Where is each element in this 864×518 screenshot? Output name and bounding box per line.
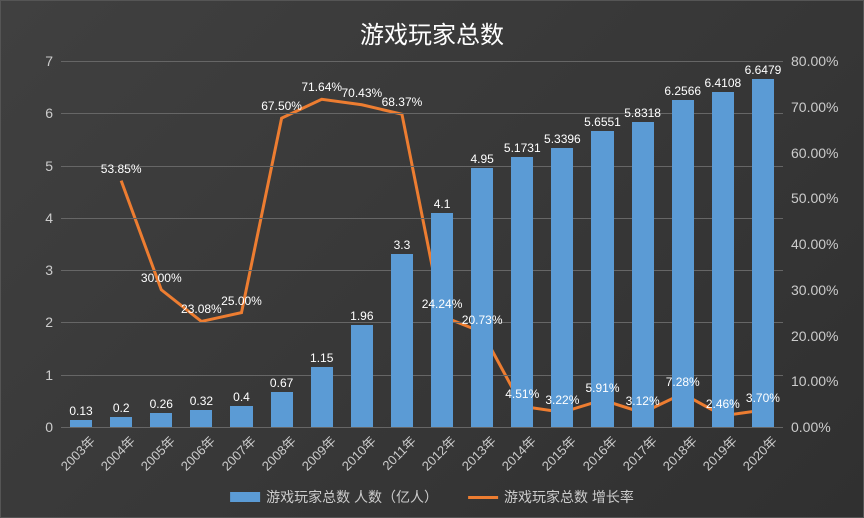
line-value-label: 71.64% [301,80,342,94]
chart-title: 游戏玩家总数 [1,1,863,50]
x-tick: 2004年 [92,427,139,474]
bar-value-label: 0.13 [69,404,92,418]
bar-value-label: 5.6551 [584,115,621,129]
bar-value-label: 0.26 [150,397,173,411]
x-tick: 2011年 [373,427,420,474]
legend-swatch-bar [230,492,260,502]
y-right-tick: 20.00% [783,328,853,344]
x-tick: 2016年 [573,427,620,474]
bar-value-label: 5.3396 [544,132,581,146]
bar [351,325,373,427]
y-right-tick: 10.00% [783,373,853,389]
x-tick: 2013年 [453,427,500,474]
legend: 游戏玩家总数 人数（亿人） 游戏玩家总数 增长率 [230,487,634,507]
x-tick: 2018年 [653,427,700,474]
x-tick: 2014年 [493,427,540,474]
grid-line [61,427,783,428]
x-tick: 2009年 [292,427,339,474]
bar-value-label: 3.3 [394,238,411,252]
y-left-tick: 4 [21,210,61,226]
bar [712,92,734,427]
bar-value-label: 4.1 [434,197,451,211]
line-value-label: 68.37% [382,95,423,109]
line-value-label: 25.00% [221,294,262,308]
bar [431,213,453,427]
y-left-tick: 6 [21,105,61,121]
bar-value-label: 6.4108 [704,76,741,90]
x-tick: 2020年 [733,427,780,474]
legend-item-bar: 游戏玩家总数 人数（亿人） [230,487,438,507]
bar-value-label: 5.1731 [504,141,541,155]
x-tick: 2012年 [412,427,459,474]
line-value-label: 5.91% [585,381,619,395]
bar-value-label: 0.2 [113,401,130,415]
bar [190,410,212,427]
bar-value-label: 6.6479 [745,63,782,77]
line-value-label: 2.46% [706,397,740,411]
y-left-tick: 2 [21,314,61,330]
x-tick: 2008年 [252,427,299,474]
y-right-tick: 30.00% [783,282,853,298]
grid-line [61,61,783,62]
legend-swatch-line [468,496,498,499]
y-right-tick: 60.00% [783,145,853,161]
bar [311,367,333,427]
bar [150,413,172,427]
x-tick: 2006年 [172,427,219,474]
x-tick: 2010年 [332,427,379,474]
line-value-label: 4.51% [505,387,539,401]
line-value-label: 67.50% [261,99,302,113]
y-left-tick: 1 [21,367,61,383]
bar-value-label: 1.96 [350,309,373,323]
plot-area: 012345670.00%10.00%20.00%30.00%40.00%50.… [61,61,783,427]
x-tick: 2019年 [693,427,740,474]
x-tick: 2005年 [132,427,179,474]
bar-value-label: 5.8318 [624,106,661,120]
bar-value-label: 0.4 [233,390,250,404]
x-tick: 2015年 [533,427,580,474]
y-left-tick: 3 [21,262,61,278]
y-right-tick: 0.00% [783,419,853,435]
line-value-label: 7.28% [666,375,700,389]
bar [271,392,293,427]
line-value-label: 70.43% [341,86,382,100]
bar [632,122,654,427]
line-value-label: 3.70% [746,391,780,405]
bar [70,420,92,427]
bar [230,406,252,427]
bar-value-label: 1.15 [310,351,333,365]
bar-value-label: 6.2566 [664,84,701,98]
bar-value-label: 0.67 [270,376,293,390]
y-left-tick: 7 [21,53,61,69]
bar [551,148,573,427]
legend-label-line: 游戏玩家总数 增长率 [504,487,634,507]
bar [471,168,493,427]
line-value-label: 23.08% [181,302,222,316]
y-right-tick: 70.00% [783,99,853,115]
bar [752,79,774,427]
bar [110,417,132,427]
y-left-tick: 0 [21,419,61,435]
x-tick: 2007年 [212,427,259,474]
line-value-label: 3.12% [626,394,660,408]
bar-value-label: 4.95 [470,152,493,166]
y-right-tick: 50.00% [783,190,853,206]
line-value-label: 3.22% [545,393,579,407]
line-value-label: 20.73% [462,313,503,327]
line-value-label: 53.85% [101,162,142,176]
y-right-tick: 80.00% [783,53,853,69]
line-value-label: 24.24% [422,297,463,311]
x-tick: 2017年 [613,427,660,474]
y-right-tick: 40.00% [783,236,853,252]
bar [391,254,413,427]
legend-item-line: 游戏玩家总数 增长率 [468,487,634,507]
bar-value-label: 0.32 [190,394,213,408]
legend-label-bar: 游戏玩家总数 人数（亿人） [266,487,438,507]
line-value-label: 30.00% [141,271,182,285]
y-left-tick: 5 [21,158,61,174]
